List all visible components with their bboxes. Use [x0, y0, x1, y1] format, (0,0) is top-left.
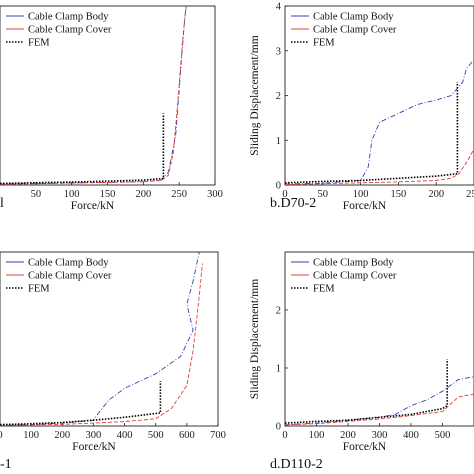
chart-panel-2: 0 50 100 150 200 250 0 1 2 3 4 Force/kN Sliding Disp…: [249, 2, 474, 212]
series-line-cable-clamp-cover: [0, 6, 187, 185]
x-tick-label: 600: [179, 430, 195, 441]
x-tick-label: 250: [171, 189, 187, 200]
y-axis-label: Sliding Displacement/mm: [249, 279, 261, 399]
series-line-fem: [0, 113, 165, 185]
x-tick-label: 100: [64, 189, 80, 200]
series-group: [285, 59, 474, 185]
x-tick-label: 100: [353, 189, 369, 200]
x-tick-label: 0: [282, 430, 287, 441]
panel-caption: -1: [0, 457, 12, 472]
series-line-fem: [285, 359, 449, 424]
y-tick-label: 3: [276, 46, 281, 57]
legend-entry: Cable Clamp Body: [313, 258, 394, 269]
x-tick-label: 0: [282, 189, 287, 200]
x-tick-label: 300: [372, 430, 388, 441]
series-line-cable-clamp-cover: [0, 263, 203, 426]
x-tick-label: 200: [340, 430, 356, 441]
legend-entry: FEM: [313, 284, 335, 295]
x-tick-label: 250: [466, 189, 474, 200]
legend-entry: FEM: [313, 38, 335, 49]
y-tick-label: 2: [276, 306, 281, 317]
series-line-cable-clamp-body: [285, 59, 474, 185]
x-tick-label: 0: [0, 430, 3, 441]
x-tick-label: 400: [403, 430, 419, 441]
x-axis-label: Force/kN: [72, 441, 116, 453]
panel-caption: l: [0, 196, 4, 211]
series-line-cable-clamp-body: [0, 6, 187, 185]
series-group: [0, 252, 203, 426]
legend-entry: FEM: [28, 38, 50, 49]
x-tick-label: 100: [309, 430, 325, 441]
x-tick-label: 500: [148, 430, 164, 441]
series-line-cable-clamp-body: [0, 252, 200, 426]
x-tick-label: 400: [117, 430, 133, 441]
y-tick-label: 0: [276, 422, 281, 433]
x-tick-label: 50: [31, 189, 42, 200]
series-line-cable-clamp-cover: [285, 393, 474, 426]
y-tick-label: 4: [276, 2, 282, 13]
y-axis-label: Sliding Displacement/mm: [249, 35, 261, 155]
legend-entry: FEM: [28, 284, 50, 295]
series-line-fem: [285, 82, 459, 184]
x-tick-label: 500: [435, 430, 451, 441]
legend-entry: Cable Clamp Body: [28, 12, 109, 23]
chart-panel-1: 50 100 150 200 250 300 Force/kN Cable Clamp Bod…: [0, 5, 223, 212]
x-tick-label: 700: [210, 430, 226, 441]
x-tick-label: 150: [100, 189, 116, 200]
legend-entry: Cable Clamp Cover: [28, 271, 112, 282]
y-tick-label: 0: [276, 181, 281, 192]
x-tick-label: 200: [135, 189, 151, 200]
x-tick-label: 200: [428, 189, 444, 200]
chart-panel-4: 0 100 200 300 400 500 0 1 2 Force/kN Sliding Displ…: [249, 251, 474, 472]
plot-frame: [0, 251, 219, 427]
y-tick-label: 1: [276, 364, 281, 375]
x-axis-label: Force/kN: [71, 200, 115, 212]
y-tick-label: 1: [276, 136, 281, 147]
x-tick-label: 300: [86, 430, 102, 441]
x-tick-label: 300: [207, 189, 223, 200]
panel-caption: b.D70-2: [270, 196, 316, 211]
x-tick-label: 100: [23, 430, 39, 441]
x-axis-label: Force/kN: [343, 200, 387, 212]
panel-caption: d.D110-2: [270, 457, 323, 472]
series-group: [285, 359, 474, 426]
legend-entry: Cable Clamp Cover: [313, 271, 397, 282]
x-tick-label: 150: [391, 189, 407, 200]
series-line-cable-clamp-cover: [285, 148, 474, 185]
series-group: [0, 6, 187, 185]
legend-entry: Cable Clamp Cover: [28, 25, 112, 36]
chart-panel-3: 0 100 200 300 400 500 600 700 Force/kN Cable Clam…: [0, 251, 226, 472]
legend-entry: Cable Clamp Body: [28, 258, 109, 269]
legend-entry: Cable Clamp Body: [313, 12, 394, 23]
x-tick-label: 200: [54, 430, 70, 441]
legend-entry: Cable Clamp Cover: [313, 25, 397, 36]
y-tick-label: 2: [276, 91, 281, 102]
series-line-cable-clamp-body: [285, 376, 474, 426]
series-line-fem: [0, 381, 162, 426]
x-axis-label: Force/kN: [343, 441, 387, 453]
x-tick-label: 50: [318, 189, 329, 200]
